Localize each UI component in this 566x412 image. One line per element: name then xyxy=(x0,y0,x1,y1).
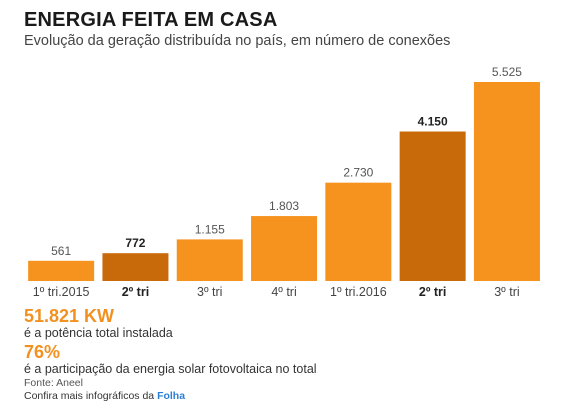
chart-title: ENERGIA FEITA EM CASA xyxy=(24,9,278,31)
category-label: 1º tri.2015 xyxy=(33,285,90,299)
bar-value-label: 2.730 xyxy=(343,166,373,180)
stat-solar-share-description: é a participação da energia solar fotovo… xyxy=(24,362,317,376)
category-label: 3º tri xyxy=(197,285,222,299)
bar xyxy=(251,216,318,281)
bar-value-label: 4.150 xyxy=(418,115,448,129)
bar-chart: 561 1º tri.2015 772 2º tri 1.155 3º tri 1.803 4… xyxy=(28,65,540,299)
more-infographics-note: Confira mais infográficos da Folha xyxy=(24,390,185,402)
bar-value-label: 1.803 xyxy=(269,199,299,213)
category-label: 1º tri.2016 xyxy=(330,285,387,299)
category-label: 2º tri xyxy=(419,285,447,299)
bar-value-label: 5.525 xyxy=(492,65,522,79)
more-infographics-text: Confira mais infográficos da xyxy=(24,390,158,402)
bar xyxy=(399,131,466,281)
bar xyxy=(28,260,95,281)
stat-solar-share-value: 76% xyxy=(24,342,61,362)
folha-link[interactable]: Folha xyxy=(157,390,186,402)
bar xyxy=(473,82,540,281)
bar-value-label: 561 xyxy=(51,244,71,258)
bar xyxy=(325,182,392,281)
bar xyxy=(102,253,169,281)
category-label: 2º tri xyxy=(122,285,150,299)
bar-value-label: 1.155 xyxy=(195,222,225,236)
stat-power-value: 51.821 KW xyxy=(24,306,115,326)
category-label: 3º tri xyxy=(494,285,519,299)
source-note: Fonte: Aneel xyxy=(24,377,83,389)
bar-value-label: 772 xyxy=(125,236,145,250)
category-label: 4º tri xyxy=(271,285,296,299)
chart-subtitle: Evolução da geração distribuída no país,… xyxy=(24,33,451,49)
bar xyxy=(176,239,243,281)
stat-power-description: é a potência total instalada xyxy=(24,326,173,340)
